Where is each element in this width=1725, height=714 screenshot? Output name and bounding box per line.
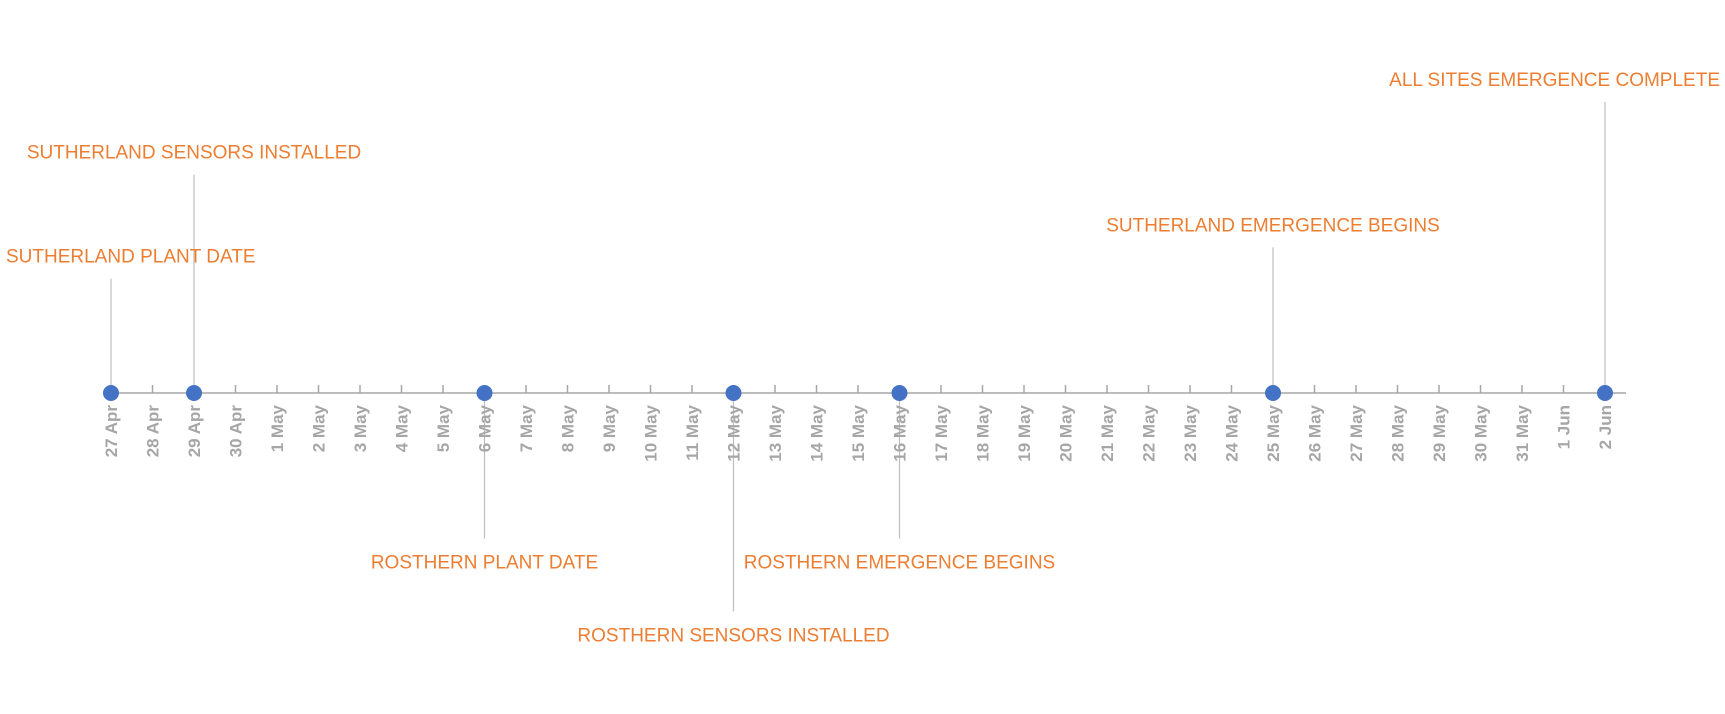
axis-tick-label: 20 May [1057, 404, 1076, 461]
event-label: ROSTHERN PLANT DATE [371, 553, 598, 574]
event-marker [186, 385, 202, 401]
axis-tick-label: 18 May [974, 404, 993, 461]
axis-tick-label: 10 May [642, 404, 661, 461]
event-marker [725, 385, 742, 401]
axis-tick-label: 31 May [1513, 404, 1532, 461]
axis-tick-label: 30 May [1472, 404, 1491, 461]
event-label: SUTHERLAND SENSORS INSTALLED [27, 143, 361, 164]
axis-tick-label: 19 May [1015, 404, 1034, 461]
event-marker [476, 385, 493, 401]
axis-tick-label: 27 Apr [102, 405, 121, 458]
axis-tick-label: 22 May [1140, 404, 1159, 461]
axis-tick-label: 26 May [1306, 404, 1325, 461]
axis-tick-label: 1 Jun [1555, 405, 1574, 449]
event-markers [103, 385, 1613, 401]
axis-tick-label: 8 May [559, 404, 578, 452]
axis-tick-label: 25 May [1264, 404, 1283, 461]
axis-tick-labels: 27 Apr 28 Apr 29 Apr 30 Apr 1 May 2 May 3 May 4… [102, 404, 1615, 461]
axis-tick-label: 12 May [725, 404, 744, 461]
axis-tick-label: 29 Apr [185, 405, 204, 458]
axis-tick-label: 9 May [600, 404, 619, 452]
axis-tick-label: 14 May [808, 404, 827, 461]
axis-tick-label: 2 May [310, 404, 329, 452]
axis-tick-label: 28 May [1389, 404, 1408, 461]
event-label: ROSTHERN EMERGENCE BEGINS [744, 553, 1055, 574]
axis-ticks [110, 385, 1606, 393]
leader-lines [110, 101, 1606, 612]
axis-tick-label: 7 May [517, 404, 536, 452]
axis-tick-label: 5 May [434, 404, 453, 452]
axis-tick-label: 11 May [683, 404, 702, 460]
axis-tick-label: 21 May [1098, 404, 1117, 461]
axis-tick-label: 2 Jun [1596, 405, 1615, 449]
event-marker [103, 385, 119, 401]
axis-tick-label: 1 May [268, 404, 287, 452]
axis-tick-label: 4 May [393, 404, 412, 452]
axis-tick-label: 13 May [766, 404, 785, 461]
axis-tick-label: 17 May [932, 404, 951, 461]
axis-tick-label: 28 Apr [144, 405, 163, 458]
axis-tick-label: 6 May [476, 404, 495, 452]
event-labels: SUTHERLAND PLANT DATE SUTHERLAND SENSORS … [6, 70, 1720, 647]
event-marker [1597, 385, 1613, 401]
axis-tick-label: 23 May [1181, 404, 1200, 461]
axis-tick-label: 15 May [849, 404, 868, 461]
event-label: SUTHERLAND PLANT DATE [6, 247, 256, 268]
axis-tick-label: 29 May [1430, 404, 1449, 461]
axis-tick-label: 30 Apr [227, 405, 246, 458]
event-marker [891, 385, 908, 401]
event-label: SUTHERLAND EMERGENCE BEGINS [1106, 215, 1440, 236]
axis-tick-label: 3 May [351, 404, 370, 452]
axis-tick-label: 24 May [1223, 404, 1242, 461]
event-label: ROSTHERN SENSORS INSTALLED [577, 625, 889, 646]
event-marker [1265, 385, 1281, 401]
axis-tick-label: 16 May [891, 404, 910, 461]
event-label: ALL SITES EMERGENCE COMPLETE [1389, 70, 1720, 91]
axis-tick-label: 27 May [1347, 404, 1366, 461]
